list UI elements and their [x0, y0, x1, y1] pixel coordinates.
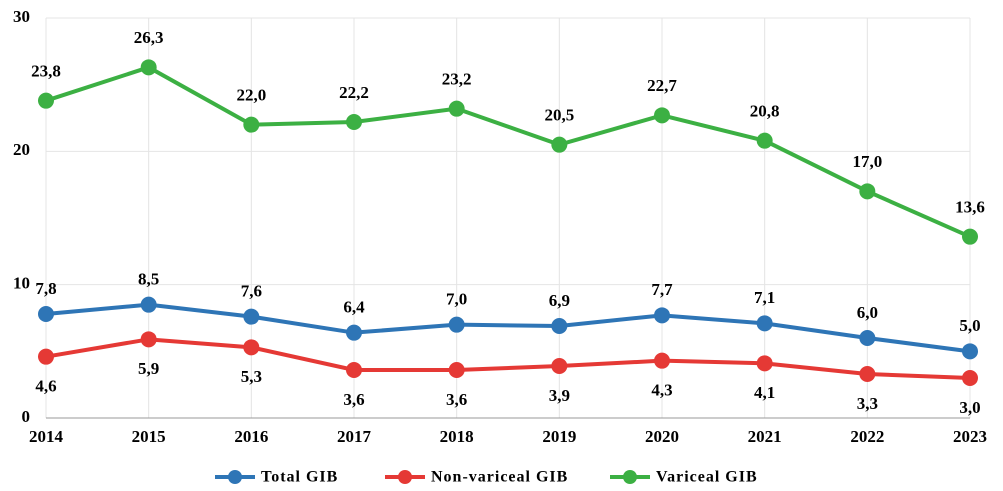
- x-tick-label: 2020: [645, 427, 679, 446]
- legend-marker: [398, 470, 412, 484]
- x-tick-label: 2015: [132, 427, 166, 446]
- point: [962, 228, 978, 245]
- x-tick-label: 2014: [29, 427, 64, 446]
- legend-label: Total GIB: [261, 469, 338, 486]
- point: [346, 362, 362, 378]
- point: [756, 315, 773, 332]
- x-tick-label: 2022: [850, 427, 884, 446]
- data-label: 3,0: [959, 398, 980, 417]
- point: [756, 132, 773, 149]
- x-tick-label: 2021: [748, 427, 782, 446]
- point: [551, 318, 568, 334]
- point: [140, 331, 157, 348]
- point: [243, 308, 260, 325]
- point: [551, 358, 568, 374]
- data-label: 17,0: [852, 152, 882, 171]
- data-label: 3,6: [343, 390, 364, 409]
- point: [654, 352, 670, 369]
- data-label: 13,6: [955, 198, 985, 217]
- y-tick-label: 30: [13, 7, 30, 26]
- data-label: 5,3: [241, 367, 262, 386]
- data-label: 7,8: [35, 279, 56, 298]
- data-label: 6,0: [857, 303, 878, 322]
- data-label: 22,7: [647, 76, 677, 95]
- y-tick-label: 20: [13, 140, 30, 159]
- point: [140, 296, 157, 313]
- point: [654, 307, 670, 324]
- point: [859, 366, 876, 382]
- data-label: 20,8: [750, 102, 780, 121]
- data-label: 23,8: [31, 62, 61, 81]
- data-label: 7,7: [651, 280, 673, 299]
- data-label: 5,9: [138, 359, 159, 378]
- point: [551, 136, 568, 153]
- point: [38, 306, 54, 322]
- series-line: [45, 337, 971, 380]
- legend-label: Variceal GIB: [656, 469, 758, 486]
- data-label: 23,2: [442, 70, 472, 89]
- data-label: 4,6: [35, 377, 56, 396]
- data-label: 7,1: [754, 288, 775, 307]
- legend-marker: [228, 470, 242, 484]
- point: [448, 362, 465, 378]
- point: [756, 355, 773, 372]
- legend-label: Non-variceal GIB: [431, 469, 568, 486]
- point: [38, 92, 54, 109]
- data-label: 3,3: [857, 394, 878, 413]
- point: [243, 116, 260, 133]
- data-label: 26,3: [134, 28, 164, 47]
- data-label: 22,0: [236, 86, 266, 105]
- data-label: 7,0: [446, 290, 467, 309]
- data-label: 3,6: [446, 390, 467, 409]
- data-label: 20,5: [544, 106, 574, 125]
- x-tick-label: 2018: [440, 427, 474, 446]
- point: [38, 348, 54, 365]
- point: [859, 330, 876, 346]
- legend-marker: [623, 470, 637, 484]
- data-label: 5,0: [959, 316, 980, 335]
- data-label: 22,2: [339, 83, 369, 102]
- point: [859, 183, 876, 200]
- data-label: 4,1: [754, 383, 775, 402]
- point: [243, 339, 260, 356]
- data-label: 3,9: [549, 386, 570, 405]
- x-tick-label: 2023: [953, 427, 987, 446]
- point: [346, 324, 362, 341]
- point: [448, 100, 465, 117]
- x-tick-label: 2019: [542, 427, 576, 446]
- data-label: 6,4: [343, 298, 365, 317]
- point: [140, 59, 157, 76]
- data-label: 4,3: [651, 381, 672, 400]
- x-tick-label: 2016: [234, 427, 268, 446]
- series-line: [45, 65, 971, 239]
- point: [346, 114, 362, 130]
- data-label: 8,5: [138, 270, 159, 289]
- point: [654, 107, 670, 124]
- point: [448, 316, 465, 333]
- data-label: 7,6: [241, 282, 262, 301]
- point: [962, 343, 978, 360]
- y-tick-label: 0: [22, 407, 31, 426]
- point: [962, 370, 978, 386]
- x-tick-label: 2017: [337, 427, 372, 446]
- y-tick-label: 10: [13, 274, 30, 293]
- data-label: 6,9: [549, 291, 570, 310]
- series-line: [45, 302, 971, 354]
